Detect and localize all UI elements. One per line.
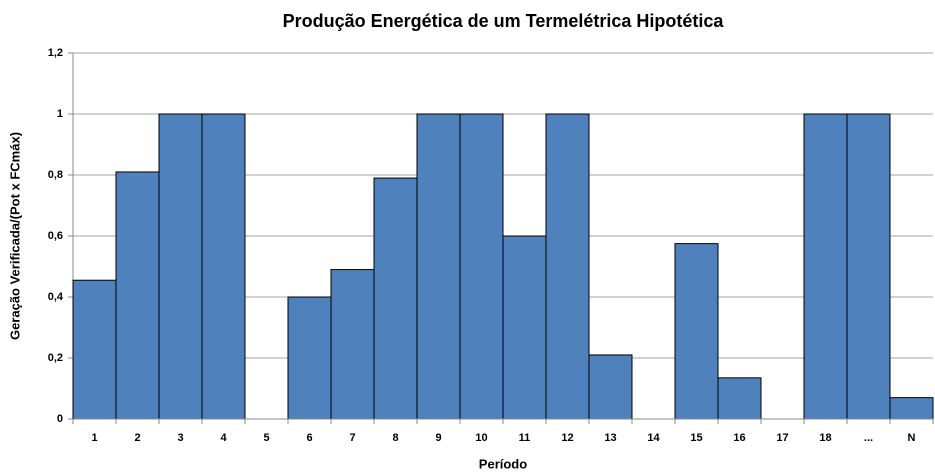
y-tick-label: 0,2 — [48, 352, 63, 364]
x-tick-label: 9 — [435, 432, 441, 444]
x-tick-label: ... — [864, 432, 873, 444]
x-tick-label: 11 — [519, 432, 531, 444]
x-tick-label: N — [908, 432, 916, 444]
x-tick-label: 4 — [220, 432, 227, 444]
y-tick-label: 1 — [57, 108, 63, 120]
x-tick-label: 13 — [604, 432, 616, 444]
bar — [803, 113, 848, 420]
x-tick-label: 18 — [819, 432, 831, 444]
x-tick-label: 14 — [647, 432, 660, 444]
x-tick-label: 16 — [733, 432, 745, 444]
y-tick-label: 0,8 — [48, 169, 63, 181]
y-tick-label: 0 — [57, 413, 63, 425]
bar — [846, 113, 891, 420]
bar — [72, 279, 117, 420]
x-tick-label: 3 — [177, 432, 183, 444]
bar — [201, 113, 246, 420]
x-axis-label: Período — [479, 456, 527, 471]
y-tick-label: 0,6 — [48, 230, 63, 242]
bar — [330, 269, 375, 420]
x-tick-label: 2 — [134, 432, 140, 444]
bar — [588, 354, 633, 420]
bar — [545, 113, 590, 420]
x-tick-label: 1 — [91, 432, 97, 444]
x-tick-label: 6 — [306, 432, 312, 444]
x-tick-label: 7 — [349, 432, 355, 444]
bar — [416, 113, 461, 420]
bar — [287, 296, 332, 420]
bar — [674, 243, 719, 420]
x-tick-label: 12 — [561, 432, 573, 444]
x-tick-label: 17 — [776, 432, 788, 444]
bar — [502, 235, 547, 420]
x-tick-label: 10 — [475, 432, 487, 444]
chart-title: Produção Energética de um Termelétrica H… — [283, 11, 725, 31]
bar — [115, 171, 160, 420]
bar — [717, 377, 762, 420]
y-axis-label: Geração Verificada/(Pot x FCmáx) — [7, 132, 22, 340]
bar — [158, 113, 203, 420]
y-tick-label: 0,4 — [48, 291, 64, 303]
bar — [889, 397, 934, 420]
bar — [459, 113, 504, 420]
x-tick-label: 5 — [263, 432, 269, 444]
x-tick-label: 15 — [690, 432, 702, 444]
x-tick-label: 8 — [392, 432, 398, 444]
y-tick-label: 1,2 — [48, 47, 63, 59]
bar — [373, 177, 418, 420]
